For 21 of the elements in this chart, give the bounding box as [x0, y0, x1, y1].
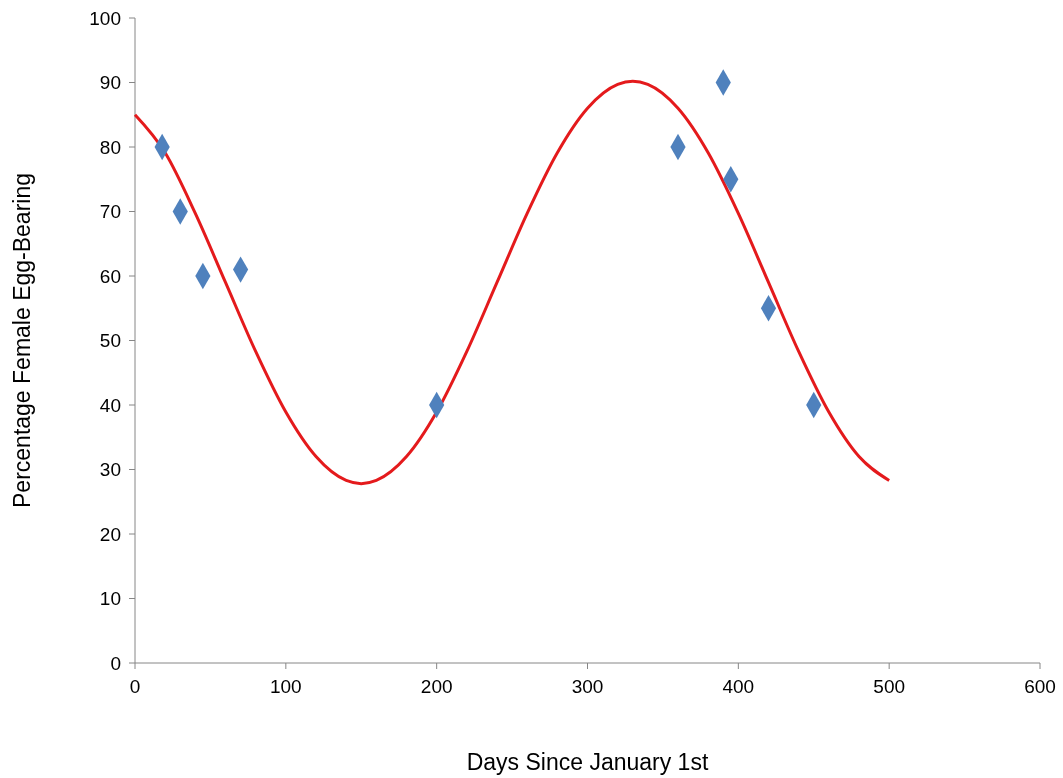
x-tick-label: 100 [269, 676, 302, 697]
y-axis-title: Percentage Female Egg-Bearing [9, 173, 35, 508]
y-tick-label: 70 [99, 201, 121, 223]
y-tick-label: 30 [99, 459, 121, 481]
y-tick-label: 60 [99, 265, 121, 287]
y-tick-label: 50 [99, 330, 121, 352]
line-series [133, 79, 891, 486]
x-axis-title: Days Since January 1st [466, 749, 709, 775]
x-tick-label: 600 [1024, 676, 1056, 697]
x-tick-label: 300 [571, 676, 604, 697]
y-tick-label: 80 [99, 136, 121, 158]
y-tick-label: 90 [99, 72, 121, 94]
x-tick-label: 500 [873, 676, 906, 697]
y-tick-label: 10 [99, 588, 121, 610]
y-tick-label: 0 [110, 652, 121, 674]
y-tick-label: 100 [89, 7, 121, 29]
x-tick-label: 200 [420, 676, 453, 697]
y-tick-label: 20 [99, 523, 121, 545]
x-tick-label: 0 [129, 676, 141, 697]
y-tick-label: 40 [99, 394, 121, 416]
x-tick-label: 400 [722, 676, 755, 697]
